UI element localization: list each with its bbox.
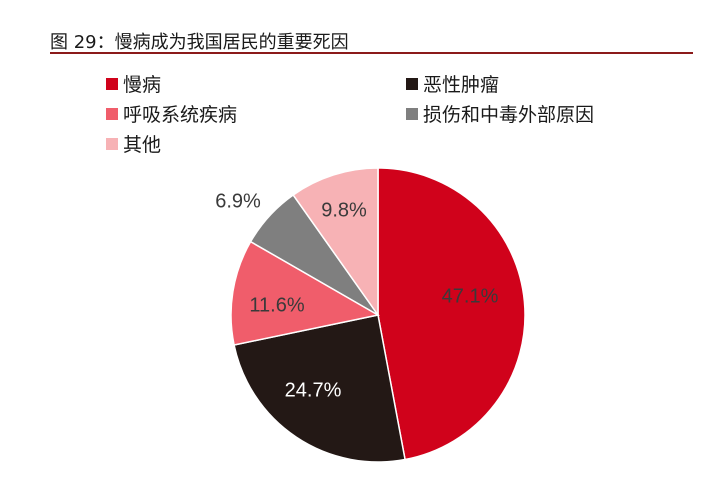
slice-data-label: 11.6%	[249, 294, 304, 316]
legend-swatch	[406, 107, 418, 120]
legend-label: 损伤和中毒外部原因	[423, 104, 595, 126]
pie-slice	[230, 240, 381, 346]
legend-item-chronic-disease: 慢病	[106, 70, 161, 97]
pie-slice	[292, 167, 379, 318]
legend-label: 其他	[123, 134, 162, 156]
legend-swatch	[106, 107, 118, 120]
slice-data-label: 47.1%	[442, 285, 499, 307]
legend-item-malignant-tumor: 恶性肿瘤	[406, 70, 499, 97]
figure-title: 图 29：慢病成为我国居民的重要死因	[50, 32, 349, 53]
pie-slice	[377, 167, 526, 461]
legend-label: 呼吸系统疾病	[123, 104, 238, 126]
legend-item-injury-poisoning: 损伤和中毒外部原因	[406, 100, 594, 127]
slice-data-label: 24.7%	[285, 379, 342, 401]
legend-item-other: 其他	[106, 130, 161, 157]
legend-label: 慢病	[123, 74, 162, 96]
title-rule	[50, 52, 693, 54]
legend-swatch	[406, 77, 418, 90]
pie-slice	[233, 314, 406, 463]
legend-label: 恶性肿瘤	[423, 74, 500, 96]
slice-data-label: 6.9%	[215, 190, 261, 212]
slice-data-label: 9.8%	[321, 199, 367, 221]
legend-swatch	[106, 137, 118, 150]
legend: 慢病 恶性肿瘤 呼吸系统疾病 损伤和中毒外部原因 其他	[0, 0, 707, 160]
legend-swatch	[106, 77, 118, 90]
legend-item-respiratory-disease: 呼吸系统疾病	[106, 100, 237, 127]
